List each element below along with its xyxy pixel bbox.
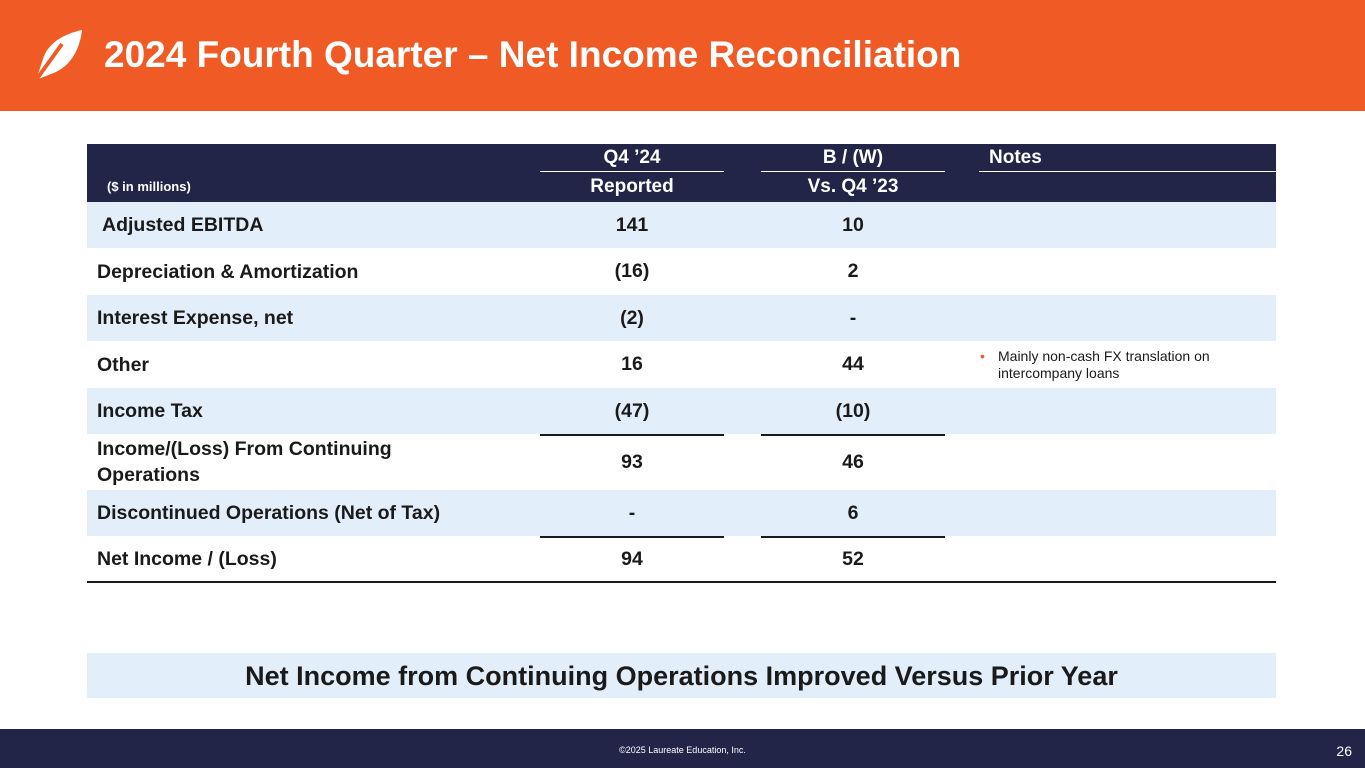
page-number: 26 — [1336, 743, 1352, 759]
table-bottom-rule — [87, 581, 1276, 583]
col-bw-subheader: Vs. Q4 ’23 — [807, 176, 899, 197]
col-bw-header: B / (W) — [822, 147, 884, 168]
subtotal-rule — [761, 434, 945, 436]
table-row: Interest Expense, net (2) - — [87, 295, 1276, 341]
reported-value: 141 — [615, 213, 649, 236]
col-notes-header: Notes — [989, 147, 1042, 168]
col-notes-rule — [979, 171, 1276, 172]
table-row: Depreciation & Amortization (16) 2 — [87, 248, 1276, 295]
page-title: 2024 Fourth Quarter – Net Income Reconci… — [104, 34, 962, 75]
row-label: Adjusted EBITDA — [102, 214, 264, 236]
col-bw-rule — [761, 171, 945, 172]
table-header: ($ in millions) Q4 ’24 Reported B / (W) … — [87, 144, 1276, 202]
copyright-text: ©2025 Laureate Education, Inc. — [619, 745, 746, 755]
table-row: Income/(Loss) From Continuing Operations… — [87, 434, 1276, 490]
row-label: Income/(Loss) From Continuing Operations — [97, 438, 392, 486]
table-row: Discontinued Operations (Net of Tax) - 6 — [87, 490, 1276, 536]
total-rule — [540, 536, 724, 538]
title-bar: 2024 Fourth Quarter – Net Income Reconci… — [0, 0, 1365, 111]
col-q4-header: Q4 ’24 — [603, 147, 661, 168]
variance-value: 46 — [842, 450, 864, 473]
subtotal-rule — [540, 434, 724, 436]
summary-callout: Net Income from Continuing Operations Im… — [87, 653, 1276, 698]
variance-value: 2 — [847, 260, 859, 282]
reported-value: - — [628, 501, 636, 524]
row-label: Net Income / (Loss) — [97, 548, 277, 570]
variance-value: 10 — [842, 213, 864, 236]
bullet-icon: • — [980, 348, 985, 364]
variance-value: 6 — [847, 501, 859, 524]
reconciliation-table: ($ in millions) Q4 ’24 Reported B / (W) … — [87, 144, 1276, 583]
reported-value: 94 — [621, 547, 643, 570]
row-label: Other — [97, 353, 150, 376]
col-q4-rule — [540, 171, 724, 172]
col-q4-subheader: Reported — [590, 176, 674, 197]
reported-value: 16 — [621, 353, 643, 375]
row-note: • Mainly non-cash FX translation on inte… — [980, 348, 1268, 382]
variance-value: 44 — [842, 353, 864, 375]
variance-value: (10) — [835, 399, 871, 422]
leaf-logo-icon — [34, 30, 82, 82]
row-label: Interest Expense, net — [97, 307, 294, 329]
total-rule — [761, 536, 945, 538]
footer-bar: ©2025 Laureate Education, Inc. 26 — [0, 729, 1365, 768]
row-label: Discontinued Operations (Net of Tax) — [97, 502, 441, 524]
units-label: ($ in millions) — [107, 179, 191, 194]
reported-value: 93 — [621, 450, 643, 473]
row-label: Depreciation & Amortization — [97, 260, 359, 283]
variance-value: - — [849, 306, 857, 329]
row-label: Income Tax — [97, 400, 203, 422]
table-row: Income Tax (47) (10) — [87, 388, 1276, 434]
table-row: Other 16 44 • Mainly non-cash FX transla… — [87, 341, 1276, 388]
reported-value: (47) — [614, 399, 650, 422]
table-row: Net Income / (Loss) 94 52 — [87, 536, 1276, 583]
reported-value: (16) — [614, 260, 650, 282]
note-text: Mainly non-cash FX translation on interc… — [998, 348, 1210, 381]
reported-value: (2) — [620, 306, 644, 329]
variance-value: 52 — [842, 547, 864, 570]
table-row: Adjusted EBITDA 141 10 — [87, 202, 1276, 248]
